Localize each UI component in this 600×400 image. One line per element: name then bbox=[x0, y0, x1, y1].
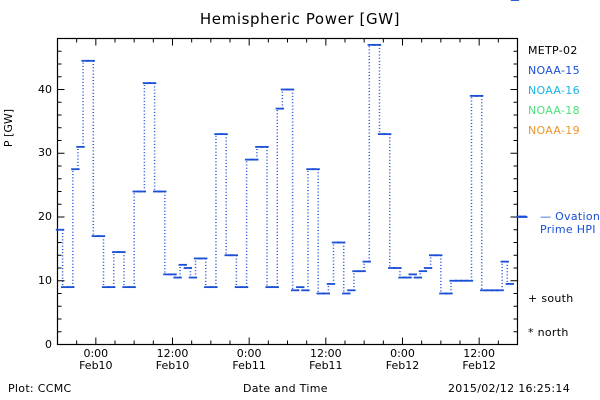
y-tick-label: 30 bbox=[38, 146, 52, 160]
x-tick-time: 12:00 bbox=[309, 347, 342, 360]
page-title: Hemispheric Power [GW] bbox=[199, 10, 401, 28]
x-tick-label: 12:00 Feb10 bbox=[133, 348, 213, 372]
x-tick-date: Feb10 bbox=[155, 359, 190, 372]
x-tick-date: Feb12 bbox=[385, 359, 420, 372]
footer-axis-caption: Date and Time bbox=[243, 382, 328, 395]
legend-ovation-line2: Prime HPI bbox=[540, 223, 596, 236]
x-tick-time: 12:00 bbox=[463, 347, 495, 360]
legend-ovation-prime: — Ovation Prime HPI bbox=[540, 210, 600, 236]
plot-frame bbox=[56, 37, 519, 346]
x-tick-date: Feb11 bbox=[309, 359, 343, 372]
x-tick-time: 12:00 bbox=[156, 347, 189, 360]
data-series-noaa-15 bbox=[55, 0, 520, 295]
legend-marker-south: + south bbox=[528, 292, 574, 305]
x-tick-label: 0:00 Feb10 bbox=[56, 348, 136, 372]
x-tick-label: 0:00 Feb11 bbox=[209, 348, 289, 372]
legend-item-noaa-18: NOAA-18 bbox=[528, 104, 580, 117]
legend-ovation-line1: — Ovation bbox=[540, 210, 600, 223]
x-tick-label: 12:00 Feb12 bbox=[439, 348, 519, 372]
y-tick-label: 10 bbox=[38, 273, 52, 287]
legend-item-noaa-16: NOAA-16 bbox=[528, 84, 580, 97]
y-tick-label: 0 bbox=[45, 337, 52, 351]
legend-item-metp-02: METP-02 bbox=[528, 44, 578, 57]
y-tick-label: 20 bbox=[38, 210, 52, 223]
x-tick-date: Feb12 bbox=[462, 359, 496, 372]
x-tick-date: Feb10 bbox=[79, 359, 113, 372]
x-tick-time: 0:00 bbox=[236, 347, 262, 360]
legend-item-noaa-19: NOAA-19 bbox=[528, 124, 580, 137]
footer-timestamp: 2015/02/12 16:25:14 bbox=[448, 382, 571, 395]
x-tick-label: 12:00 Feb11 bbox=[286, 348, 366, 372]
x-tick-time: 0:00 bbox=[83, 347, 109, 360]
x-tick-time: 0:00 bbox=[390, 347, 415, 360]
footer-plot-source: Plot: CCMC bbox=[8, 382, 72, 395]
x-tick-label: 0:00 Feb12 bbox=[363, 348, 443, 372]
axis-ticks bbox=[57, 38, 518, 345]
legend-item-noaa-15: NOAA-15 bbox=[528, 64, 580, 77]
y-tick-label: 40 bbox=[38, 82, 52, 96]
legend-marker-north: * north bbox=[528, 326, 569, 339]
x-tick-date: Feb11 bbox=[232, 359, 266, 372]
